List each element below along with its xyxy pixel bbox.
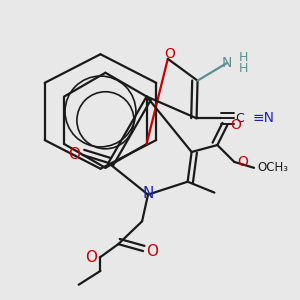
Text: H: H bbox=[239, 62, 248, 75]
Text: N: N bbox=[222, 56, 232, 70]
Text: O: O bbox=[68, 148, 80, 163]
Text: O: O bbox=[164, 46, 175, 61]
Text: O: O bbox=[85, 250, 98, 265]
Text: ≡N: ≡N bbox=[253, 111, 274, 125]
Text: N: N bbox=[142, 186, 154, 201]
Text: C: C bbox=[236, 112, 244, 125]
Text: O: O bbox=[230, 118, 241, 132]
Text: H: H bbox=[239, 51, 248, 64]
Text: O: O bbox=[237, 155, 248, 169]
Text: O: O bbox=[146, 244, 158, 259]
Text: OCH₃: OCH₃ bbox=[257, 161, 288, 174]
